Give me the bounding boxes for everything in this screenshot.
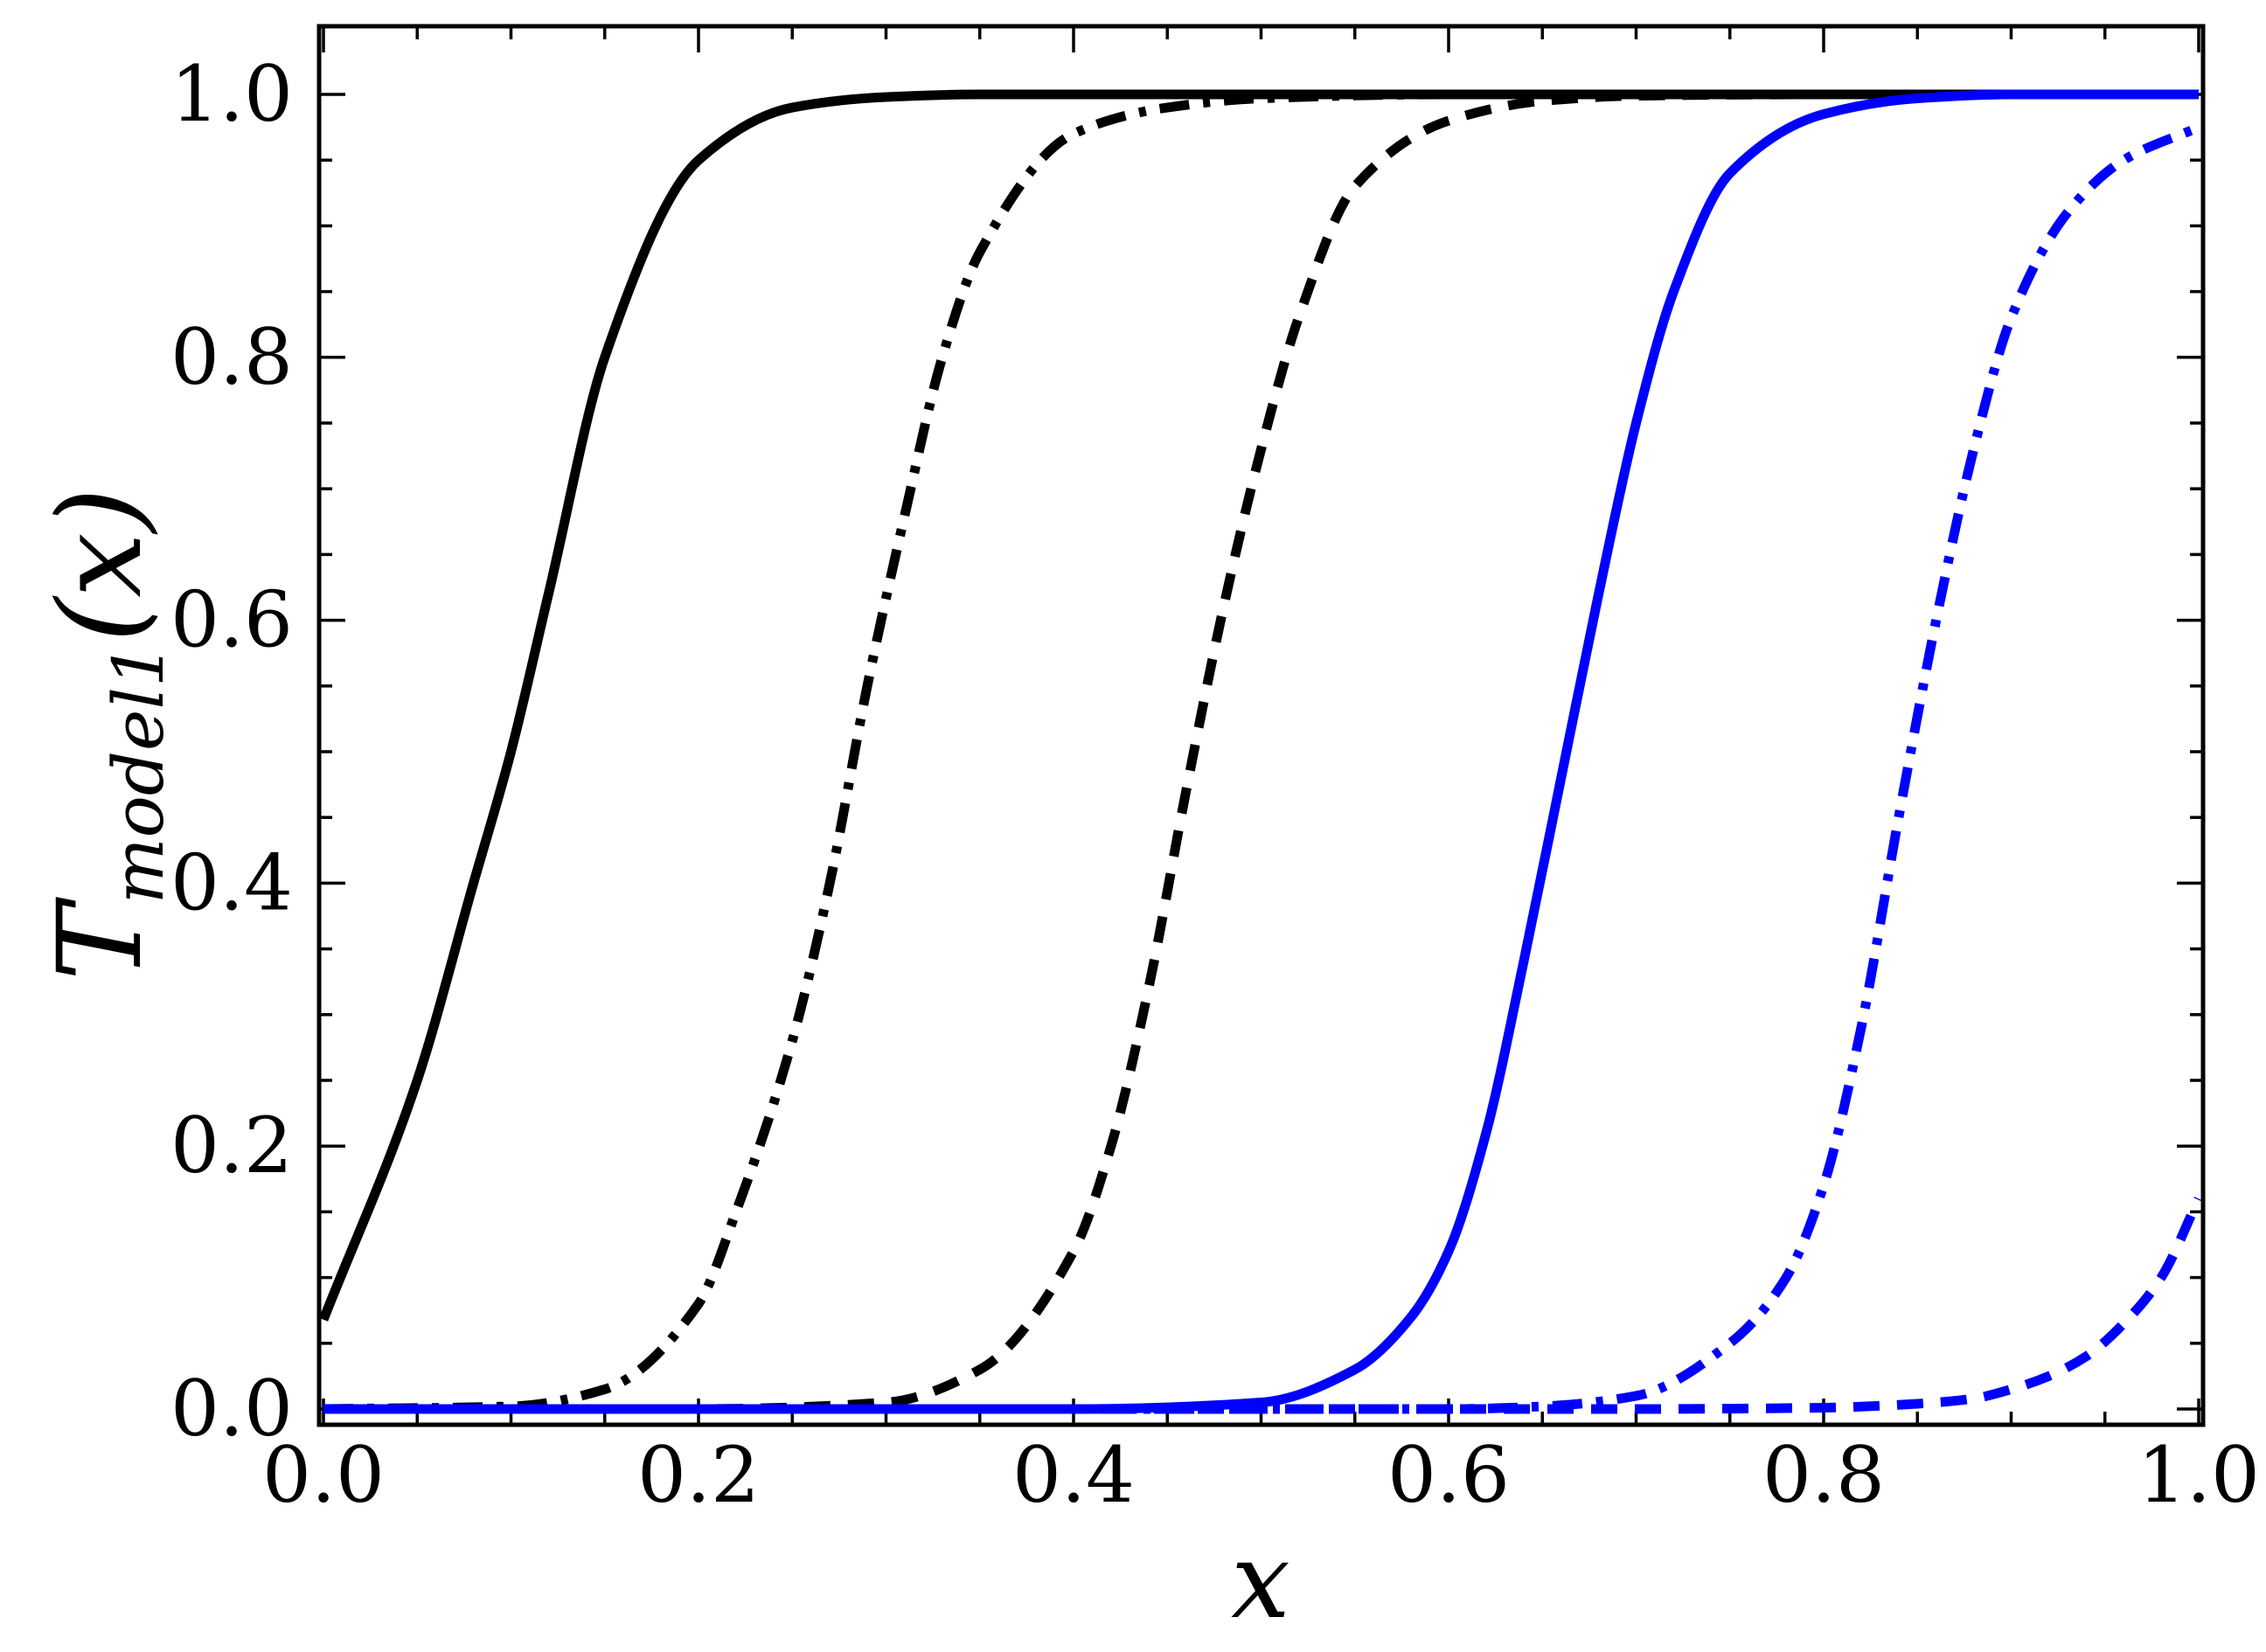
y-axis-title-subscript: model1: [98, 642, 179, 904]
x-tick-label: 0.4: [1012, 1430, 1135, 1520]
y-tick-label: 0.6: [170, 575, 293, 665]
x-tick-label: 1.0: [2137, 1430, 2260, 1520]
tick-labels: 0.0 0.2 0.4 0.6 0.8 1.0 0.0 0.2 0.4 0.6 0.8 1.0: [170, 49, 2260, 1520]
y-tick-label: 1.0: [170, 49, 293, 139]
y-axis-title: Tmodel1(x): [33, 488, 179, 982]
plot-frame: [316, 24, 2206, 1427]
y-axis-title-suffix: (x): [33, 488, 168, 642]
y-tick-label: 0.2: [170, 1100, 293, 1190]
series-line-2-dashdot: [323, 89, 2199, 1414]
y-tick-label: 0.8: [170, 312, 293, 402]
x-tick-label: 0.0: [262, 1430, 385, 1520]
series-line-3-dashed: [323, 89, 2199, 1414]
series-line-1-solid: [318, 89, 2199, 1322]
y-tick-label: 0.4: [170, 837, 293, 927]
series-line-5-dashdot: [323, 122, 2201, 1414]
x-tick-label: 0.8: [1762, 1430, 1885, 1520]
y-axis-title-main: T: [33, 896, 168, 981]
y-tick-label: 0.0: [170, 1364, 293, 1454]
x-tick-label: 0.2: [637, 1430, 760, 1520]
plot-lines: [318, 89, 2203, 1414]
x-tick-label: 0.6: [1387, 1430, 1510, 1520]
x-axis-title: x: [1231, 1521, 1290, 1642]
